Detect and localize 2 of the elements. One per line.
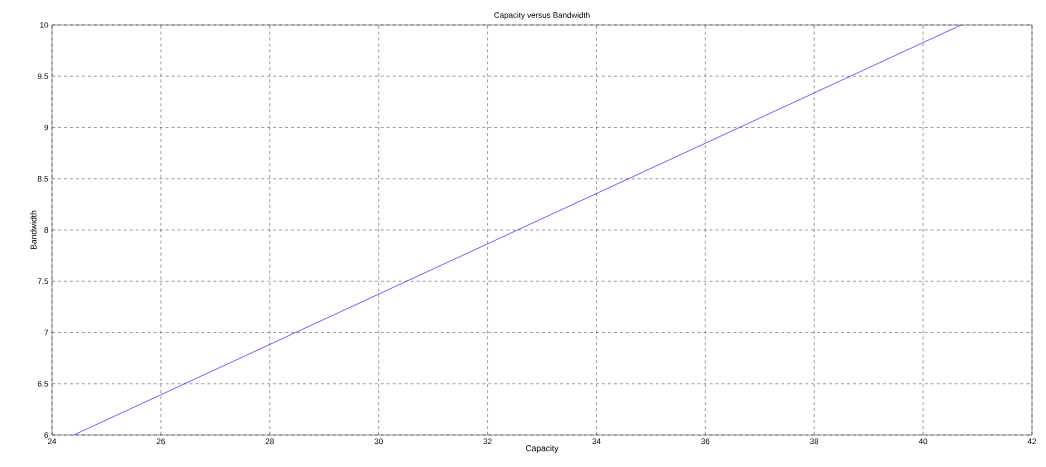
x-axis-title: Capacity: [525, 445, 559, 453]
y-axis-title: Bandwidth: [30, 210, 37, 250]
